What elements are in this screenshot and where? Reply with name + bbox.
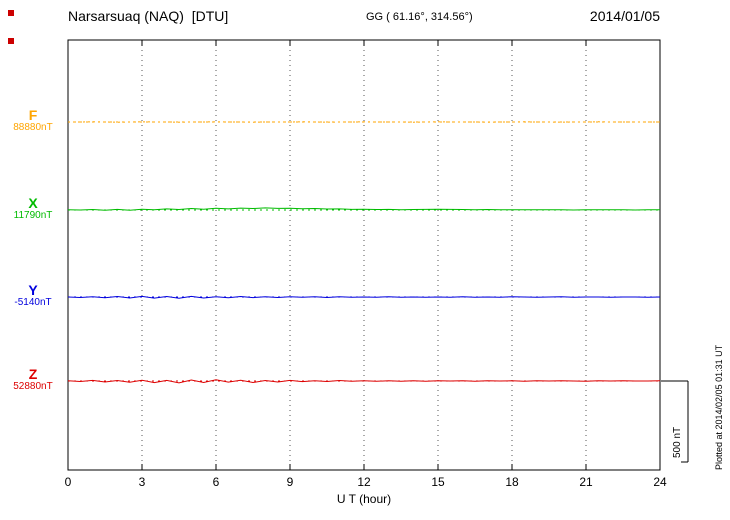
series-label-y: Y -5140nT [4, 283, 62, 309]
corner-mark [8, 10, 14, 16]
tick-label: 12 [357, 475, 371, 489]
series-label-x: X 11790nT [4, 196, 62, 222]
x-axis-label: U T (hour) [336, 492, 392, 506]
plotted-at-note: Plotted at 2014/02/05 01:31 UT [714, 344, 724, 470]
tick-label: 9 [287, 475, 294, 489]
scale-bar-label: 500 nT [672, 426, 683, 458]
series-name: Y [28, 282, 38, 298]
tick-label: 21 [579, 475, 593, 489]
trace-Y [67, 295, 661, 299]
tick-label: 15 [431, 475, 445, 489]
series-label-f: F 88880nT [4, 108, 62, 134]
tick-label: 3 [139, 475, 146, 489]
trace-Z [67, 379, 661, 384]
tick-label: 24 [653, 475, 667, 489]
tick-label: 18 [505, 475, 519, 489]
series-label-z: Z 52880nT [4, 367, 62, 393]
tick-label: 0 [65, 475, 72, 489]
gg-coordinates: GG ( 61.16°, 314.56°) [366, 11, 473, 23]
date-label: 2014/01/05 [589, 8, 660, 24]
corner-mark [8, 38, 14, 44]
series-name: F [28, 107, 38, 123]
tick-label: 6 [213, 475, 220, 489]
series-name: Z [28, 366, 38, 382]
series-baseline-value: -5140nT [14, 297, 52, 308]
series-baseline-value: 11790nT [13, 210, 53, 221]
trace-X [67, 207, 660, 211]
series-name: X [28, 195, 38, 211]
series-baseline-value: 52880nT [13, 381, 53, 392]
station-title: Narsarsuaq (NAQ) [DTU] [68, 8, 229, 24]
series-baseline-value: 88880nT [13, 122, 53, 133]
